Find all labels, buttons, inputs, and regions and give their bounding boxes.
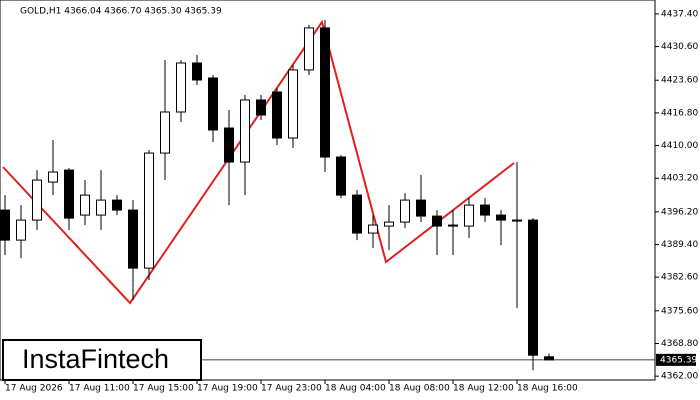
- candle-body: [96, 199, 106, 216]
- x-tick-label: 18 Aug 16:00: [517, 384, 578, 394]
- candle-body: [288, 69, 298, 139]
- pattern-line: [2, 19, 515, 305]
- candle-body: [496, 214, 506, 221]
- x-tick-label: 18 Aug 12:00: [453, 384, 514, 394]
- candle-body: [336, 156, 346, 196]
- y-tick-label: 4403.20: [661, 174, 698, 184]
- candle-body: [464, 204, 474, 227]
- candle-body: [544, 356, 554, 361]
- candle-body: [400, 199, 410, 223]
- chart-title: GOLD,H1 4366.04 4366.70 4365.30 4365.39: [20, 7, 222, 17]
- candle-body: [144, 152, 154, 269]
- y-tick-label: 4389.40: [661, 240, 698, 250]
- candle-body: [416, 199, 426, 217]
- candle-body: [352, 194, 362, 234]
- y-tick-label: 4430.60: [661, 42, 698, 52]
- candle-body: [160, 111, 170, 154]
- x-tick-label: 18 Aug 08:00: [389, 384, 450, 394]
- y-tick-label: 4396.20: [661, 207, 698, 217]
- x-tick-label: 17 Aug 11:00: [69, 384, 130, 394]
- watermark-box: [2, 339, 202, 381]
- candle-body: [448, 224, 458, 227]
- y-tick-label: 4382.60: [661, 273, 698, 283]
- candle-body: [304, 27, 314, 71]
- candle-body: [320, 27, 330, 158]
- candle-body: [80, 194, 90, 216]
- y-tick-label: 4362.00: [661, 372, 698, 382]
- y-tick-label: 4375.60: [661, 306, 698, 316]
- candle-body: [480, 204, 490, 216]
- y-tick-label: 4416.80: [661, 108, 698, 118]
- last-price-label: 4365.39: [660, 355, 697, 365]
- candle-body: [112, 199, 122, 211]
- y-tick-label: 4410.00: [661, 141, 698, 151]
- watermark: InstaFintech: [22, 344, 169, 374]
- candle-body: [432, 215, 442, 227]
- candle-body: [528, 219, 538, 356]
- candle-body: [32, 179, 42, 221]
- x-tick-label: 17 Aug 15:00: [133, 384, 194, 394]
- candle-body: [368, 224, 378, 234]
- candle-body: [64, 169, 74, 219]
- y-tick-label: 4368.80: [661, 339, 698, 349]
- candle-body: [256, 99, 266, 116]
- candle-body: [16, 219, 26, 241]
- candle-body: [224, 127, 234, 163]
- x-tick-label: 18 Aug 04:00: [325, 384, 386, 394]
- x-tick-label: 17 Aug 19:00: [197, 384, 258, 394]
- candle-body: [48, 171, 58, 183]
- y-tick-label: 4437.40: [661, 9, 698, 19]
- candle-body: [272, 91, 282, 139]
- candle-body: [176, 62, 186, 113]
- x-tick-label: 17 Aug 2026: [5, 384, 63, 394]
- candle-body: [192, 62, 202, 81]
- candles: [0, 19, 554, 371]
- candle-body: [512, 219, 522, 222]
- last-price-box: [656, 353, 696, 366]
- candle-body: [208, 77, 218, 131]
- candle-body: [0, 209, 10, 241]
- candle-body: [240, 99, 250, 163]
- candle-body: [384, 221, 394, 227]
- candle-body: [128, 209, 138, 269]
- x-tick-label: 17 Aug 23:00: [261, 384, 322, 394]
- y-tick-label: 4423.60: [661, 76, 698, 86]
